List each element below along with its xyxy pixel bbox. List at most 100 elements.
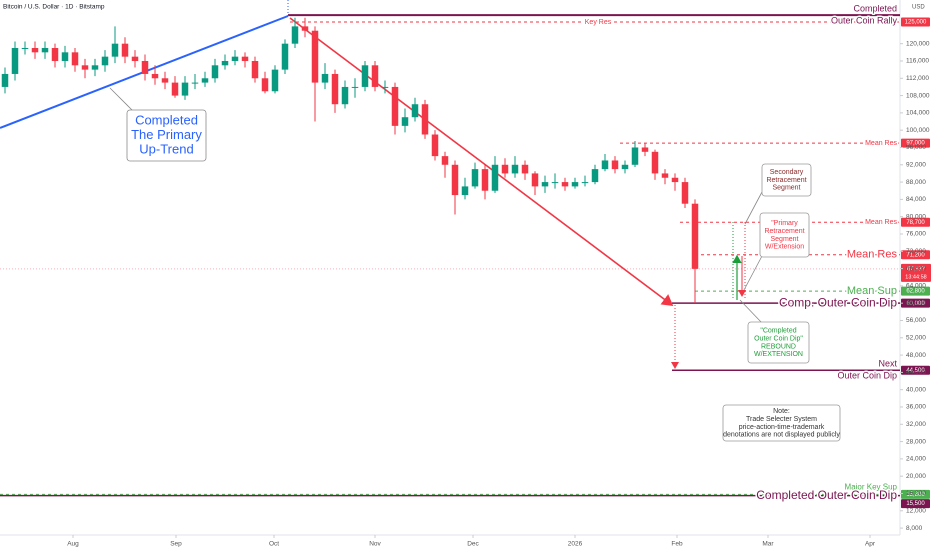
candle-body [601, 160, 609, 170]
candle-body [661, 173, 669, 178]
callout-box [759, 212, 810, 258]
y-tick-label: 16,000 [906, 490, 926, 497]
candle-body [261, 78, 269, 92]
x-tick-label: Oct [269, 541, 279, 548]
price-tag-label: 15,500 [906, 501, 925, 507]
candle-body [171, 82, 179, 96]
candle-body [451, 164, 459, 196]
callout-text: Segment [770, 236, 798, 243]
candle-body [591, 169, 599, 183]
y-tick-label: 28,000 [906, 438, 926, 445]
level-label: Completed [853, 4, 897, 14]
callout-leader [743, 255, 763, 291]
price-tag [901, 365, 930, 375]
x-tick-label: Aug [67, 541, 79, 548]
candle-body [91, 65, 99, 70]
y-tick-label: 40,000 [906, 386, 926, 393]
level-labels: Completed Outer Coin Rally Key Res 125,000 M… [583, 2, 931, 509]
callout-box [722, 404, 841, 442]
level-label: Outer Coin Dip [837, 371, 897, 381]
callout-text: denotations are not displayed publicly [723, 432, 840, 439]
candle-body [481, 169, 489, 191]
candle-body [81, 65, 89, 70]
candle-body [11, 48, 19, 74]
y-tick-label: 88,000 [906, 179, 926, 186]
candle-body [671, 177, 679, 183]
candle-body [191, 82, 199, 84]
candle-body [351, 86, 359, 88]
callout-box [747, 321, 810, 364]
candle-body [301, 26, 309, 31]
candle-body [581, 182, 589, 184]
candle-body [521, 164, 529, 174]
candles [1, 17, 699, 304]
price-tag-label: 15,800 [906, 492, 925, 498]
level-label: Key Res [585, 19, 612, 26]
price-tag [901, 17, 930, 27]
level-label: Major Key Sup [845, 482, 898, 491]
y-tick-label: 72,000 [906, 248, 926, 255]
y-tick-label: 116,000 [906, 58, 929, 65]
y-tick-label: 92,000 [906, 162, 926, 169]
candle-body [201, 78, 209, 83]
price-tag [901, 286, 930, 296]
candle-body [501, 164, 509, 174]
y-tick-label: 68,000 [906, 265, 926, 272]
y-tick-label: 20,000 [906, 473, 926, 480]
candle-body [531, 173, 539, 187]
callout-text: Secondary [770, 169, 804, 176]
y-tick-label: 52,000 [906, 334, 926, 341]
price-tag-label: 125,000 [905, 20, 927, 26]
y-tick-label: 8,000 [906, 525, 923, 532]
y-tick-label: 112,000 [906, 75, 929, 82]
price-tag [901, 138, 930, 148]
price-tag-label: 44,500 [906, 368, 925, 374]
candle-body [331, 73, 339, 105]
candle-body [231, 56, 239, 61]
candle-body [271, 69, 279, 92]
y-tick-label: 56,000 [906, 317, 926, 324]
candle-body [611, 160, 619, 170]
callout-text: price-action-time-trademark [739, 424, 825, 431]
level-label: Comp. Outer Coin Dip [779, 295, 897, 309]
candle-body [161, 78, 169, 83]
price-tag [901, 499, 930, 509]
candle-body [131, 56, 139, 61]
y-tick-label: 96,000 [906, 144, 926, 151]
callout-text: Trade Selecter System [746, 416, 817, 423]
y-tick-label: 100,000 [906, 127, 930, 134]
y-tick-label: 76,000 [906, 231, 926, 238]
price-tag [901, 217, 930, 227]
candle-body [341, 86, 349, 105]
candle-body [371, 65, 379, 87]
level-label: Mean Res [865, 140, 897, 147]
callout-text: "Primary [771, 220, 798, 227]
x-tick-label: Sep [170, 541, 182, 548]
candle-body [571, 182, 579, 187]
candle-body [461, 186, 469, 196]
candle-body [471, 169, 479, 187]
level-label: Mean Sup [847, 285, 897, 297]
price-tag-label: 97,000 [906, 141, 925, 147]
callout-box [126, 109, 207, 162]
y-tick-label: 24,000 [906, 456, 926, 463]
candle-body [151, 73, 159, 79]
candle-body [241, 56, 249, 61]
callout-text: Outer Coin Dip" [754, 335, 803, 342]
candle-body [21, 48, 29, 50]
candle-body [101, 56, 109, 66]
candle-body [691, 203, 699, 269]
candle-body [381, 86, 389, 88]
callout-text: Segment [772, 185, 800, 192]
callout-text: "Completed [760, 328, 796, 335]
callout-text: Retracement [764, 228, 804, 235]
candle-body [431, 134, 439, 157]
price-tag [901, 298, 930, 308]
x-tick-label: Nov [369, 541, 381, 548]
candle-body [61, 52, 69, 61]
candle-body [251, 60, 259, 79]
x-tick-label: Apr [865, 541, 876, 548]
callout-text: Up-Trend [139, 141, 193, 156]
candle-body [121, 43, 129, 57]
price-tag-label: 60,000 [906, 301, 925, 307]
